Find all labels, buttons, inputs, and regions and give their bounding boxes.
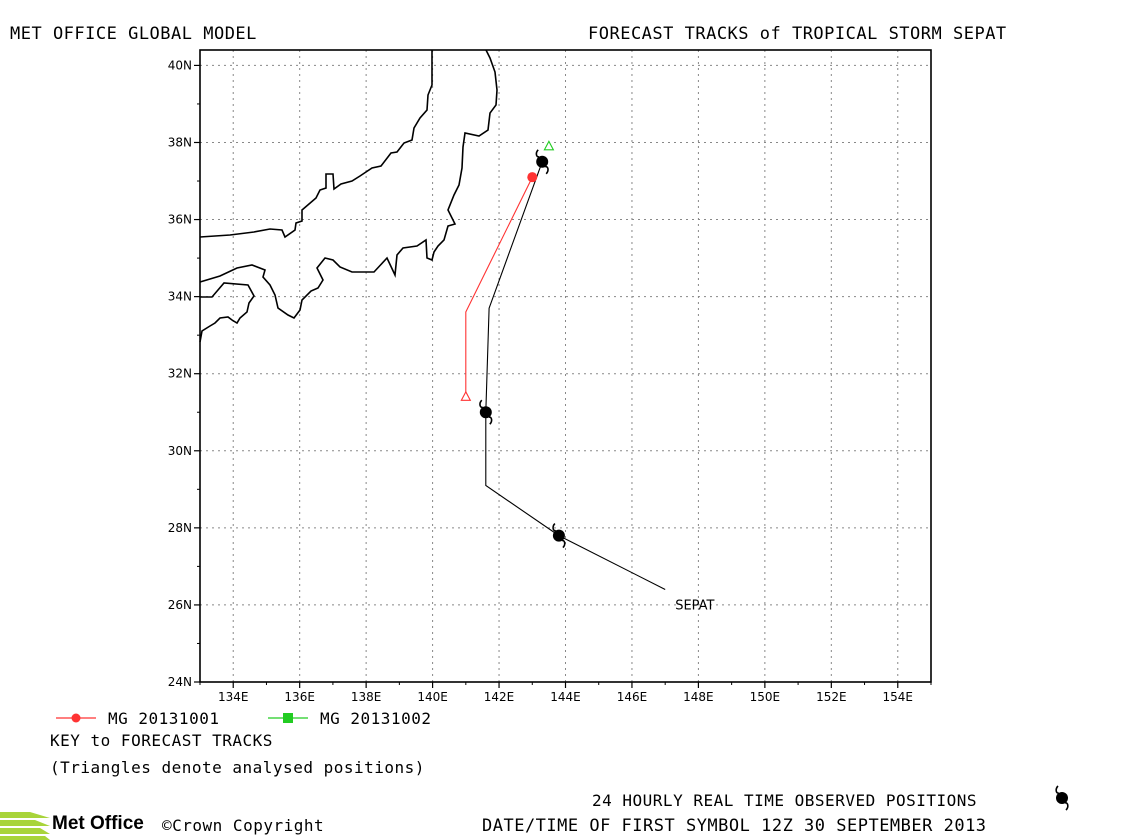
lon-tick-label: 138E (351, 690, 382, 704)
lat-tick-label: 34N (168, 290, 192, 304)
lat-tick-label: 30N (168, 444, 192, 458)
observed-storm-symbol (552, 523, 566, 549)
track-20131001-line (465, 176, 533, 397)
first-symbol-datetime: DATE/TIME OF FIRST SYMBOL 12Z 30 SEPTEMB… (482, 816, 987, 836)
lat-tick-label: 32N (168, 367, 192, 381)
lat-tick-label: 26N (168, 598, 192, 612)
lon-tick-label: 154E (883, 690, 914, 704)
coastline-honshu-east (199, 49, 498, 320)
map-frame (199, 49, 932, 683)
coastline (199, 49, 498, 343)
lon-tick-label: 142E (484, 690, 515, 704)
lon-tick-label: 140E (417, 690, 448, 704)
lon-tick-label: 152E (816, 690, 847, 704)
lon-tick-label: 136E (284, 690, 315, 704)
copyright: ©Crown Copyright (162, 816, 325, 835)
legend-label-20131002: MG 20131002 (320, 709, 432, 728)
lon-tick-label: 146E (617, 690, 648, 704)
lat-lon-grid (200, 50, 931, 683)
coastline-shikoku-kyushu (199, 282, 255, 343)
coastline-honshu-north (199, 50, 433, 239)
lon-tick-label: 148E (683, 690, 714, 704)
lon-tick-label: 144E (550, 690, 581, 704)
lat-tick-label: 36N (168, 213, 192, 227)
lat-tick-label: 40N (168, 58, 192, 72)
storm-name-label: SEPAT (675, 599, 714, 614)
key-note: (Triangles denote analysed positions) (50, 758, 425, 777)
track-20131002-analysed-triangle (543, 140, 555, 151)
lon-tick-label: 150E (750, 690, 781, 704)
storm-tracks (460, 140, 666, 590)
observed-storm-symbol (479, 399, 493, 425)
observed-track-line (485, 161, 666, 590)
axis-ticks: 40N 38N 36N 34N 32N 30N 28N 26N 24N 134E 136E 138E 1… (168, 58, 932, 704)
met-office-logo-text: Met Office (52, 813, 144, 834)
lon-tick-label: 134E (218, 690, 249, 704)
lat-tick-label: 38N (168, 135, 192, 149)
model-title: MET OFFICE GLOBAL MODEL (10, 24, 257, 44)
legend-label-20131001: MG 20131001 (108, 709, 220, 728)
observed-storm-symbol (535, 149, 549, 175)
observed-positions-note: 24 HOURLY REAL TIME OBSERVED POSITIONS (592, 791, 978, 810)
lat-tick-label: 24N (168, 675, 192, 689)
chart-title: FORECAST TRACKS of TROPICAL STORM SEPAT (588, 24, 1007, 44)
lat-tick-label: 28N (168, 521, 192, 535)
track-20131001-analysed-triangle (460, 390, 472, 401)
track-20131001-marker (527, 172, 538, 183)
key-title: KEY to FORECAST TRACKS (50, 731, 273, 750)
